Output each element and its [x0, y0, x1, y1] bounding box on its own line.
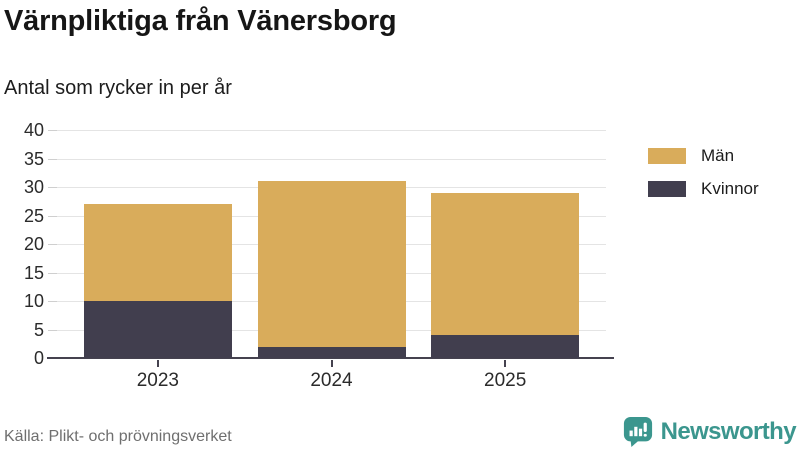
bar-group-2025: 2025 [418, 130, 592, 391]
x-axis-line [47, 357, 614, 359]
gridline-y35 [57, 158, 606, 160]
stacked-bar-2024 [257, 181, 406, 358]
chart-subtitle: Antal som rycker in per år [4, 77, 232, 99]
bars-container: 2023 2024 2025 [71, 130, 592, 391]
bar-group-2024: 2024 [245, 130, 419, 391]
y-axis-label-35: 35 [23, 148, 44, 169]
legend-label-kvinnor: Kvinnor [701, 179, 759, 198]
y-axis-label-20: 20 [23, 234, 44, 254]
y-tickmark-10 [48, 301, 57, 302]
y-axis-label-40: 40 [23, 120, 44, 140]
segment-kvinnor-2023 [83, 301, 232, 358]
chart-legend: Män Kvinnor [648, 146, 759, 199]
y-tickmark-30 [48, 187, 57, 188]
segment-män-2023 [83, 204, 232, 301]
x-axis-label-2024: 2024 [310, 370, 353, 391]
stacked-bar-chart: 0 5 10 15 20 25 30 35 40 2023 2024 2025 Män Kvinnor [0, 118, 800, 408]
y-axis-label-10: 10 [23, 291, 44, 311]
legend-item-man: Män [648, 146, 759, 166]
page-title: Värnpliktiga från Vänersborg [4, 5, 397, 37]
y-axis-label-5: 5 [33, 319, 44, 340]
y-tickmark-40 [48, 130, 57, 131]
y-axis-label-0: 0 [33, 348, 44, 368]
x-tickmark-2023 [156, 360, 159, 367]
bar-group-2023: 2023 [71, 130, 245, 391]
legend-swatch-kvinnor [648, 181, 686, 197]
x-tickmark-2024 [330, 360, 333, 367]
plot-area: 0 5 10 15 20 25 30 35 40 2023 2024 2025 [24, 121, 614, 391]
y-axis-label-30: 30 [23, 177, 44, 197]
newsworthy-bubble-icon [623, 416, 652, 447]
y-tickmark-35 [48, 158, 57, 160]
x-tickmark-2025 [504, 360, 507, 367]
source-note: Källa: Plikt- och prövningsverket [4, 428, 232, 445]
segment-män-2024 [257, 181, 406, 347]
x-axis-label-2023: 2023 [136, 370, 179, 391]
segment-kvinnor-2024 [257, 346, 406, 358]
y-tickmark-25 [48, 215, 57, 217]
legend-item-kvinnor: Kvinnor [648, 179, 759, 199]
legend-label-man: Män [701, 146, 735, 165]
x-axis-label-2025: 2025 [484, 370, 527, 391]
newsworthy-logo: Newsworthy [622, 416, 797, 447]
newsworthy-wordmark: Newsworthy [660, 417, 797, 445]
y-axis-label-15: 15 [23, 262, 44, 283]
y-axis-label-25: 25 [23, 205, 44, 226]
y-tickmark-20 [48, 244, 57, 245]
stacked-bar-2023 [83, 204, 232, 358]
segment-män-2025 [431, 192, 580, 336]
legend-swatch-man [648, 148, 686, 164]
stacked-bar-2025 [431, 192, 580, 358]
y-tickmark-5 [48, 329, 57, 331]
segment-kvinnor-2025 [431, 335, 580, 358]
y-tickmark-15 [48, 272, 57, 274]
gridline-y40 [57, 130, 606, 131]
